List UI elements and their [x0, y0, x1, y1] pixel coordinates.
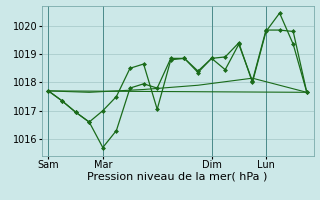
X-axis label: Pression niveau de la mer( hPa ): Pression niveau de la mer( hPa ) — [87, 172, 268, 182]
